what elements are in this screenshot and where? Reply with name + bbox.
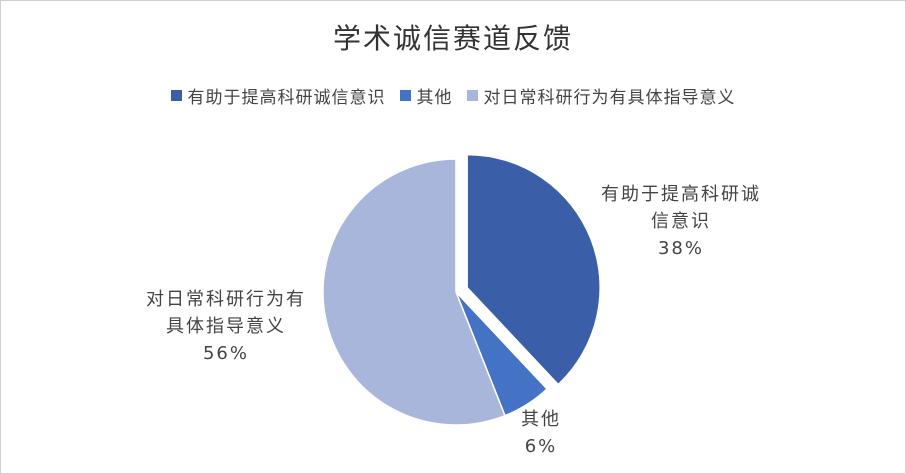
data-label: 其他 6% (461, 406, 621, 460)
legend-swatch (466, 90, 478, 101)
legend-label: 其他 (416, 88, 453, 108)
legend-label: 有助于提高科研诚信意识 (187, 88, 386, 108)
data-label-value: 6% (524, 436, 558, 457)
data-label: 对日常科研行为有具体指导意义 56% (146, 286, 306, 367)
legend-swatch (170, 90, 182, 101)
data-label: 有助于提高科研诚信意识 38% (601, 181, 761, 262)
legend: 有助于提高科研诚信意识 其他 对日常科研行为有具体指导意义 (1, 83, 905, 108)
pie-slice (322, 158, 506, 426)
data-label-name: 对日常科研行为有具体指导意义 (146, 289, 306, 337)
legend-item: 其他 (399, 83, 453, 108)
legend-item: 有助于提高科研诚信意识 (170, 83, 386, 108)
legend-swatch (399, 90, 411, 101)
pie-slice (466, 153, 601, 386)
chart-title: 学术诚信赛道反馈 (332, 22, 573, 55)
legend-item: 对日常科研行为有具体指导意义 (466, 83, 736, 108)
data-label-name: 有助于提高科研诚信意识 (601, 184, 761, 232)
data-label-value: 56% (202, 343, 249, 364)
data-label-value: 38% (657, 238, 704, 259)
data-label-name: 其他 (521, 409, 561, 430)
legend-label: 对日常科研行为有具体指导意义 (483, 88, 736, 108)
